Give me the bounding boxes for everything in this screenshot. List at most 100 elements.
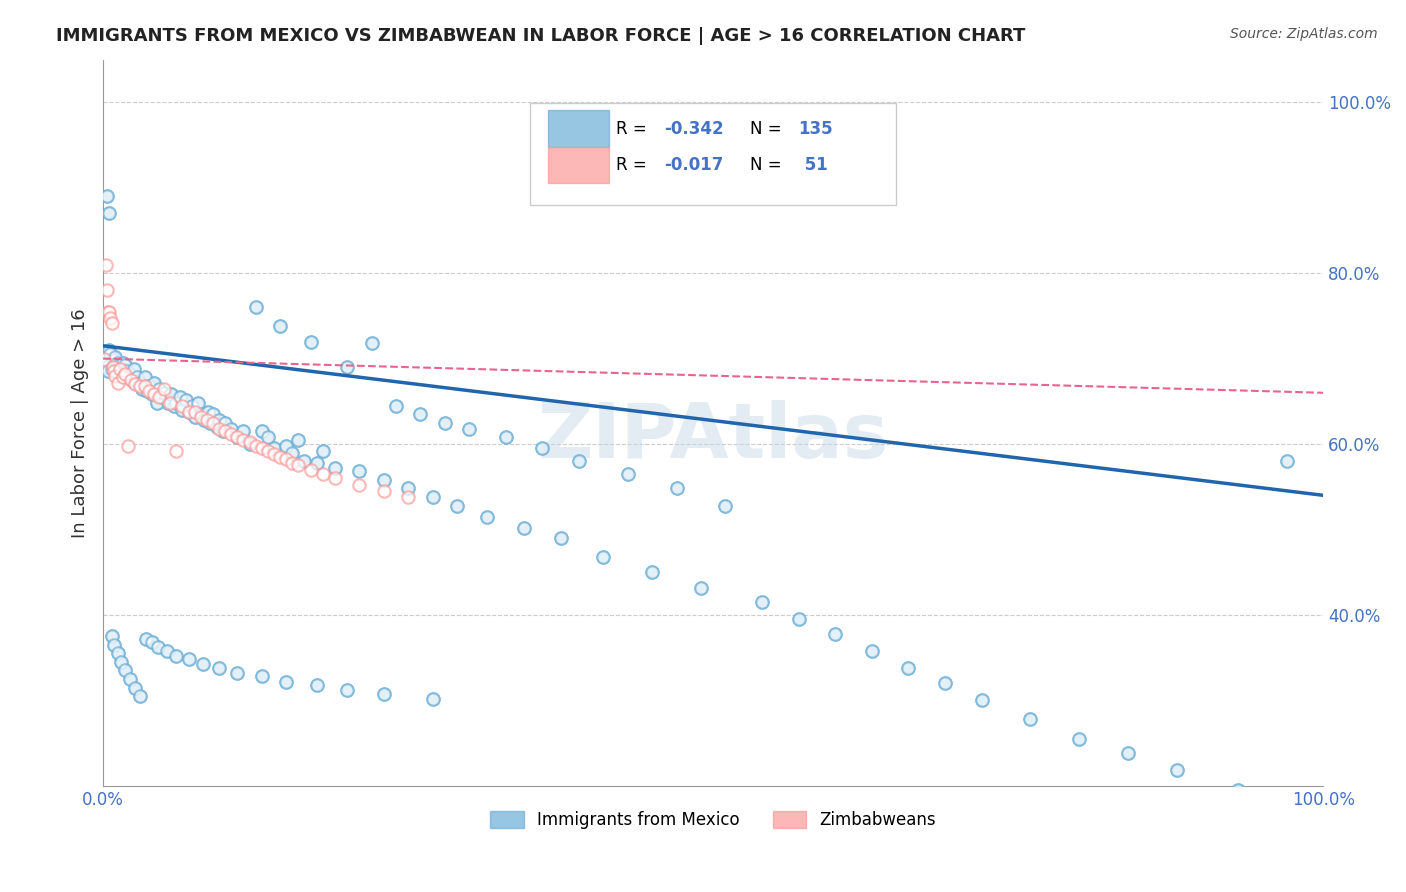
Point [172,399,194,413]
Point [156,396,179,410]
Point [665,482,688,496]
Point [112,362,135,376]
Point [117,439,139,453]
Point [146,396,169,410]
Point [163,399,186,413]
Point [787,612,810,626]
Point [124,681,146,695]
Point [117,370,139,384]
Point [108,364,131,378]
Point [103,353,125,368]
Point [101,359,124,373]
Point [592,549,614,564]
Point [118,672,141,686]
Point [373,483,395,498]
Point [118,367,141,381]
Point [156,396,179,410]
Point [195,413,218,427]
Point [100,362,122,376]
Point [641,565,664,579]
Point [714,499,737,513]
Point [103,638,125,652]
Y-axis label: In Labor Force | Age > 16: In Labor Force | Age > 16 [72,308,89,538]
Point [219,422,242,436]
Point [153,385,176,400]
Point [114,664,136,678]
Point [94,356,117,370]
Point [269,319,291,334]
Point [208,413,231,427]
Point [531,442,554,456]
Point [226,430,249,444]
Point [121,373,143,387]
Text: R =: R = [616,156,651,174]
Point [103,353,125,368]
Point [690,581,713,595]
Point [177,652,200,666]
Point [107,646,129,660]
Point [312,443,335,458]
Point [107,646,129,660]
Point [141,635,163,649]
Point [169,390,191,404]
Point [349,478,371,492]
Point [108,364,131,378]
Point [1069,731,1091,746]
Point [127,370,149,384]
Point [336,683,359,698]
Point [250,442,273,456]
Point [616,467,638,481]
Point [146,640,169,655]
Point [98,206,121,220]
Point [349,464,371,478]
Point [134,379,156,393]
Point [110,655,132,669]
Point [165,443,187,458]
Point [108,362,131,376]
Point [1166,764,1188,778]
Point [214,416,236,430]
Point [269,319,291,334]
Point [433,416,456,430]
Point [136,384,159,398]
Point [146,396,169,410]
Point [349,464,371,478]
Point [124,377,146,392]
Point [299,463,322,477]
Point [201,407,224,421]
Point [477,509,499,524]
Point [433,416,456,430]
Point [101,359,124,373]
Point [299,334,322,349]
FancyBboxPatch shape [530,103,896,205]
Point [336,683,359,698]
Point [422,691,444,706]
Point [214,416,236,430]
Point [276,674,298,689]
Point [93,351,115,366]
Point [108,359,131,373]
Point [287,433,309,447]
Point [141,387,163,401]
Point [177,404,200,418]
Point [159,396,181,410]
Point [107,376,129,390]
Point [96,283,118,297]
Point [1116,747,1139,761]
Point [96,360,118,375]
Point [115,364,138,378]
Point [131,382,153,396]
Text: IMMIGRANTS FROM MEXICO VS ZIMBABWEAN IN LABOR FORCE | AGE > 16 CORRELATION CHART: IMMIGRANTS FROM MEXICO VS ZIMBABWEAN IN … [56,27,1025,45]
Point [146,640,169,655]
Point [96,360,118,375]
Point [373,686,395,700]
Point [110,368,132,383]
Point [219,426,242,441]
Text: 51: 51 [799,156,827,174]
Point [148,390,170,404]
Point [169,390,191,404]
Point [177,652,200,666]
Point [211,424,233,438]
Point [751,595,773,609]
Point [238,437,260,451]
